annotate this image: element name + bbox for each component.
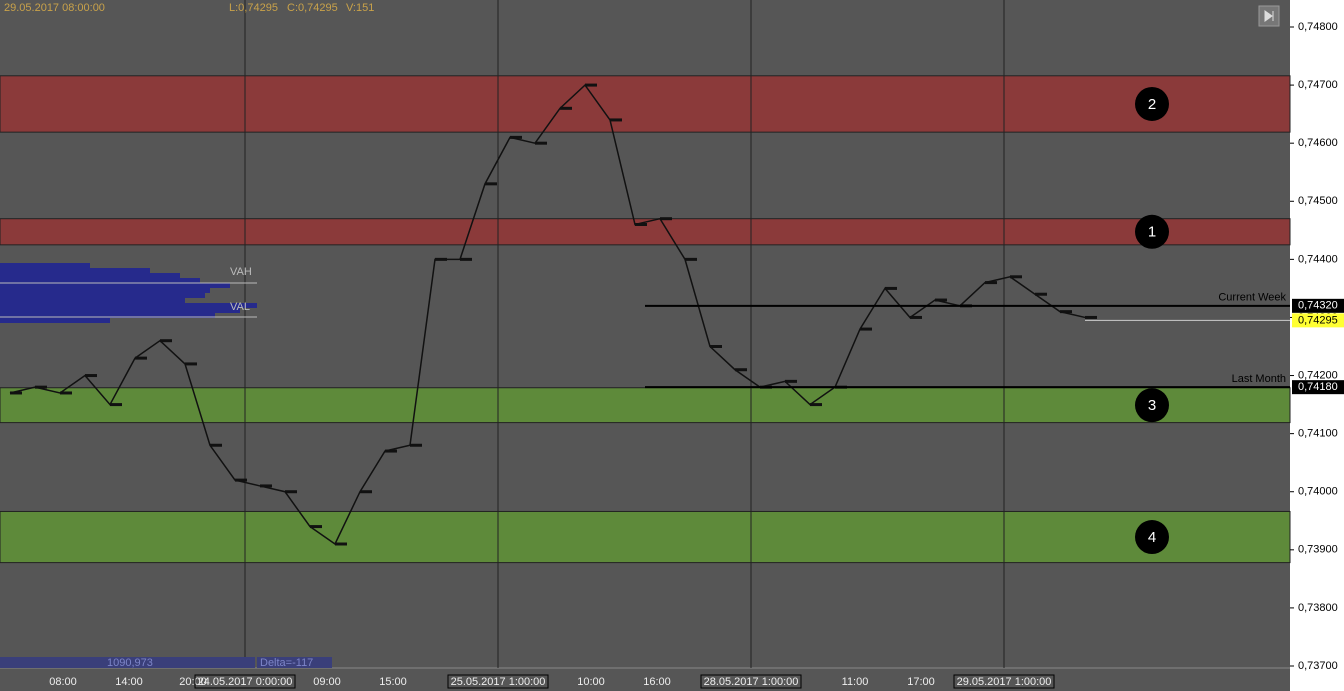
x-tick-label: 25.05.2017 1:00:00	[451, 676, 546, 688]
x-tick-label: 28.05.2017 1:00:00	[704, 676, 799, 688]
y-tick-label: 0,74000	[1298, 486, 1338, 498]
y-tick-label: 0,73800	[1298, 602, 1338, 614]
y-tick-label: 0,74800	[1298, 21, 1338, 33]
x-tick-label: 17:00	[907, 676, 935, 688]
x-tick-label: 20:00	[179, 676, 207, 688]
header-low: L:0,74295	[229, 2, 278, 14]
zone	[0, 75, 1291, 133]
y-tick-label: 0,74700	[1298, 79, 1338, 91]
x-tick-label: 10:00	[577, 676, 605, 688]
zone-marker	[1135, 388, 1169, 423]
header: 29.05.2017 08:00:00 L:0,74295 C:0,74295 …	[4, 2, 374, 14]
zone	[0, 510, 1291, 564]
zone	[0, 387, 1291, 424]
zone-marker	[1135, 86, 1169, 121]
date-box	[700, 674, 802, 689]
x-tick-label: 08:00	[49, 676, 77, 688]
date-box	[953, 674, 1055, 689]
x-tick-label: 09:00	[313, 676, 341, 688]
header-volume: V:151	[346, 2, 374, 14]
level-name: Current Week	[1218, 292, 1286, 304]
y-tick-label: 0,73900	[1298, 544, 1338, 556]
zone-number: 4	[1148, 529, 1156, 546]
footer-volume: 1090,973	[107, 657, 153, 669]
x-tick-label: 29.05.2017 1:00:00	[957, 676, 1052, 688]
footer-volume-box	[0, 657, 255, 668]
price-line	[9, 83, 1086, 546]
header-time: 29.05.2017 08:00:00	[4, 2, 105, 14]
level-name: Last Month	[1232, 373, 1286, 385]
zone-number: 1	[1148, 224, 1156, 241]
header-close: C:0,74295	[287, 2, 338, 14]
y-tick-label: 0,74500	[1298, 195, 1338, 207]
zone-number: 3	[1148, 397, 1156, 414]
level-price: 0,74320	[1298, 300, 1338, 312]
y-tick-label: 0,74100	[1298, 428, 1338, 440]
x-tick-label: 14:00	[115, 676, 143, 688]
y-tick-label: 0,74400	[1298, 253, 1338, 265]
vah-label: VAH	[230, 266, 252, 278]
x-tick-label: 11:00	[842, 676, 869, 688]
zone-marker	[1135, 520, 1169, 555]
zone-marker	[1135, 214, 1169, 249]
x-tick-label: 15:00	[379, 676, 407, 688]
y-tick-label: 0,73700	[1298, 660, 1338, 672]
x-tick-label: 16:00	[643, 676, 671, 688]
volume-profile	[0, 263, 257, 323]
x-tick-label: 24.05.2017 0:00:00	[198, 676, 293, 688]
zone-number: 2	[1148, 96, 1156, 113]
date-box	[194, 674, 296, 689]
y-tick-label: 0,74600	[1298, 137, 1338, 149]
level-price-box	[1292, 298, 1344, 313]
scroll-end-icon	[1264, 10, 1274, 22]
level-price: 0,74180	[1298, 381, 1338, 393]
val-label: VAL	[230, 301, 250, 313]
level-price-box	[1292, 380, 1344, 395]
last-price-box	[1292, 313, 1344, 328]
last-price-label: 0,74295	[1298, 314, 1338, 326]
time-axis	[0, 668, 1290, 691]
date-box	[447, 674, 549, 689]
footer-delta-box	[257, 657, 332, 668]
footer-delta: Delta=-117	[260, 657, 313, 669]
y-tick-label: 0,74200	[1298, 369, 1338, 381]
price-axis	[1290, 0, 1344, 691]
